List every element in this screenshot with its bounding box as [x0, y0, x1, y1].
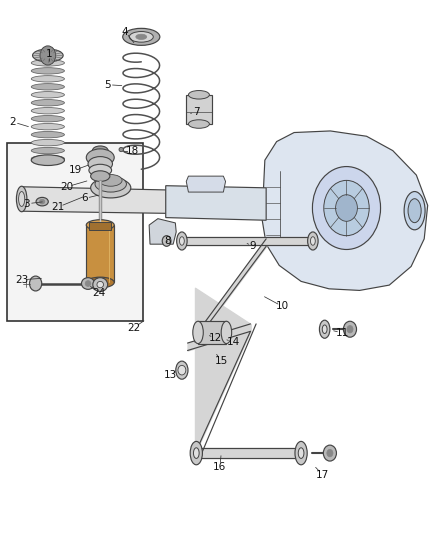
Polygon shape [262, 131, 427, 290]
Text: 16: 16 [213, 463, 226, 472]
Circle shape [336, 195, 357, 221]
Ellipse shape [31, 132, 64, 138]
Bar [86, 225, 114, 282]
Ellipse shape [95, 176, 127, 192]
Bar [186, 95, 212, 124]
Ellipse shape [31, 60, 64, 66]
Ellipse shape [129, 31, 153, 42]
Ellipse shape [91, 177, 131, 198]
Ellipse shape [39, 199, 45, 204]
Ellipse shape [81, 278, 95, 289]
Text: 19: 19 [69, 165, 82, 175]
Bar [7, 143, 143, 321]
Ellipse shape [97, 281, 103, 288]
Circle shape [29, 276, 42, 291]
Ellipse shape [31, 84, 64, 90]
Ellipse shape [31, 100, 64, 106]
Text: 23: 23 [15, 275, 28, 285]
Ellipse shape [176, 361, 188, 379]
Text: 20: 20 [60, 182, 74, 192]
Ellipse shape [123, 28, 160, 45]
Circle shape [312, 166, 381, 249]
Text: 12: 12 [209, 333, 222, 343]
Circle shape [162, 236, 171, 246]
Ellipse shape [85, 280, 91, 286]
Text: 21: 21 [52, 202, 65, 212]
Text: 9: 9 [250, 241, 256, 251]
Ellipse shape [18, 191, 25, 206]
Polygon shape [21, 187, 166, 213]
Bar [198, 321, 226, 344]
Text: 24: 24 [92, 288, 106, 298]
Ellipse shape [177, 232, 187, 250]
Polygon shape [149, 219, 176, 244]
Ellipse shape [99, 174, 122, 186]
Ellipse shape [188, 91, 209, 99]
Circle shape [40, 46, 56, 65]
Text: 7: 7 [193, 107, 200, 117]
Ellipse shape [295, 441, 307, 465]
Ellipse shape [86, 277, 114, 288]
Ellipse shape [221, 321, 232, 344]
Ellipse shape [31, 116, 64, 122]
Ellipse shape [119, 148, 124, 152]
Ellipse shape [88, 157, 113, 171]
Ellipse shape [86, 149, 114, 166]
Text: 1: 1 [46, 49, 53, 59]
Text: 8: 8 [164, 236, 171, 246]
Ellipse shape [404, 191, 425, 230]
Circle shape [323, 445, 336, 461]
Ellipse shape [16, 186, 27, 212]
Ellipse shape [31, 156, 64, 162]
Text: 15: 15 [215, 356, 228, 366]
Circle shape [347, 326, 353, 333]
Text: 22: 22 [127, 322, 141, 333]
Circle shape [178, 366, 186, 375]
Ellipse shape [31, 92, 64, 98]
Ellipse shape [86, 220, 114, 230]
Ellipse shape [193, 321, 203, 344]
Ellipse shape [136, 34, 147, 39]
Polygon shape [186, 176, 226, 192]
Ellipse shape [408, 199, 421, 223]
Ellipse shape [93, 278, 108, 292]
Ellipse shape [322, 325, 327, 334]
Bar [89, 222, 111, 230]
Text: 5: 5 [104, 80, 111, 90]
Ellipse shape [31, 76, 64, 82]
Ellipse shape [92, 146, 108, 155]
Ellipse shape [190, 441, 202, 465]
Circle shape [343, 321, 357, 337]
Ellipse shape [36, 197, 48, 206]
Ellipse shape [32, 49, 63, 62]
Text: 3: 3 [24, 199, 30, 209]
Ellipse shape [188, 120, 209, 128]
Text: 17: 17 [316, 470, 329, 480]
Ellipse shape [31, 108, 64, 114]
Text: 4: 4 [122, 27, 128, 37]
Ellipse shape [31, 155, 64, 165]
Ellipse shape [31, 148, 64, 154]
Ellipse shape [31, 124, 64, 130]
Ellipse shape [91, 171, 110, 181]
Ellipse shape [298, 448, 304, 458]
Text: 14: 14 [226, 337, 240, 347]
Text: 2: 2 [10, 117, 16, 127]
Ellipse shape [311, 237, 315, 245]
Text: 6: 6 [81, 193, 88, 204]
Ellipse shape [194, 448, 199, 458]
Ellipse shape [31, 140, 64, 146]
Text: 18: 18 [126, 146, 139, 156]
Circle shape [327, 449, 333, 457]
Text: 11: 11 [336, 328, 349, 338]
Polygon shape [166, 185, 266, 220]
Ellipse shape [180, 237, 184, 245]
Ellipse shape [307, 232, 318, 250]
Text: 13: 13 [163, 370, 177, 381]
Text: 10: 10 [276, 301, 289, 311]
Ellipse shape [89, 164, 112, 176]
Ellipse shape [31, 68, 64, 74]
Circle shape [324, 180, 369, 236]
Ellipse shape [319, 320, 330, 338]
